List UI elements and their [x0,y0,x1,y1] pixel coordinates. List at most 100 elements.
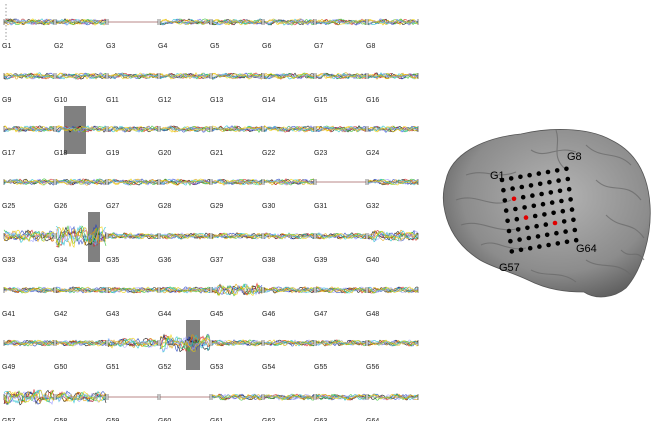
channel-panel-g57: G57 [2,389,55,421]
trace-line [3,389,55,405]
electrode [551,210,556,216]
channel-label: G40 [366,257,379,264]
sulcus-line [555,129,565,169]
trace-line [55,390,107,403]
channel-label: G7 [314,43,323,50]
electrode [508,238,513,244]
channel-panel-g38: G38 [262,232,315,264]
channel-label: G18 [54,150,67,157]
trace-line [263,125,315,133]
channel-label: G32 [366,203,379,210]
channel-label: G53 [210,364,223,371]
electrode [519,184,525,190]
trace-line [315,286,367,294]
trace-line [211,19,263,26]
electrode [556,178,561,183]
channel-panel-g46: G46 [262,286,315,318]
channel-panel-g31: G31 [314,179,367,210]
channel-panel-g43: G43 [106,286,159,318]
channel-label: G38 [262,257,275,264]
electrode [555,241,561,246]
channel-panel-g32: G32 [366,178,419,210]
trace-line [159,335,211,352]
trace-line [107,72,159,80]
channel-label: G61 [210,418,223,421]
trace-line [3,229,55,243]
channel-label: G44 [158,311,171,318]
trace-line [3,286,55,294]
electrode [568,197,573,202]
trace-line [315,232,366,240]
channel-label: G22 [262,150,275,157]
trace-line [3,231,55,243]
channel-panel-g52: G52 [158,320,211,371]
electrode [554,230,559,236]
trace-line [211,340,262,347]
trace-line [159,233,210,239]
trace-line [159,19,211,25]
channel-label: G51 [106,364,119,371]
trace-line [3,389,55,405]
channel-panel-g11: G11 [106,72,159,104]
trace-line [263,232,315,240]
channel-label: G45 [210,311,223,318]
channel-label: G16 [366,97,379,104]
channel-panel-g17: G17 [2,125,55,157]
channel-panel-g45: G45 [210,282,263,318]
trace-line [159,334,211,352]
channel-label: G14 [262,97,275,104]
electrode [515,227,521,232]
electrode [549,200,555,205]
channel-panel-g25: G25 [2,178,55,210]
trace-line [55,179,107,186]
trace-line [263,19,315,26]
trace-line [55,225,107,246]
channel-panel-g13: G13 [210,72,263,104]
electrode [520,194,526,200]
highlight-box [64,106,86,154]
channel-grid: G1 G2 G3 G4 G5 G6 G7 G8 G9 G10 G11 G12 G13 G14 G15 G16 G… [2,4,419,421]
trace-line [55,178,107,185]
channel-panel-g50: G50 [54,339,107,371]
trace-line [315,19,367,25]
channel-panel-g12: G12 [158,72,211,104]
trace-line [367,125,419,133]
channel-panel-g44: G44 [158,286,211,318]
trace-line [263,178,315,185]
electrode [559,198,564,204]
channel-panel-g18: G18 [54,106,107,157]
channel-panel-g2: G2 [54,18,107,50]
channel-panel-g55: G55 [314,339,367,371]
electrode [522,205,527,210]
channel-panel-g19: G19 [106,125,159,157]
channel-panel-g10: G10 [54,72,107,104]
channel-label: G21 [210,150,223,157]
electrode [536,171,542,176]
sulcus-line [530,149,577,155]
channel-panel-g63: G63 [314,393,367,421]
sulcus-line [465,171,517,176]
electrode [518,174,523,180]
trace-line [159,334,211,353]
label-g57: G57 [499,262,520,274]
channel-label: G34 [54,257,67,264]
sulcus-line [585,144,632,166]
trace-line [159,178,211,185]
sulcus-line [620,249,645,261]
channel-label: G55 [314,364,327,371]
channel-label: G19 [106,150,119,157]
trace-line [159,232,211,239]
sulcus-line [585,259,632,276]
electrode [503,208,509,213]
electrode [544,232,550,238]
brain-surface [442,129,651,298]
trace-line [55,227,107,247]
channel-panel-g61: G61 [210,393,263,421]
trace-line [315,340,367,346]
channel-panel-g62: G62 [262,393,315,421]
channel-panel-g3: G3 [106,19,159,50]
channel-label: G15 [314,97,327,104]
channel-label: G50 [54,364,67,371]
trace-line [55,390,107,404]
electrode [565,176,571,182]
